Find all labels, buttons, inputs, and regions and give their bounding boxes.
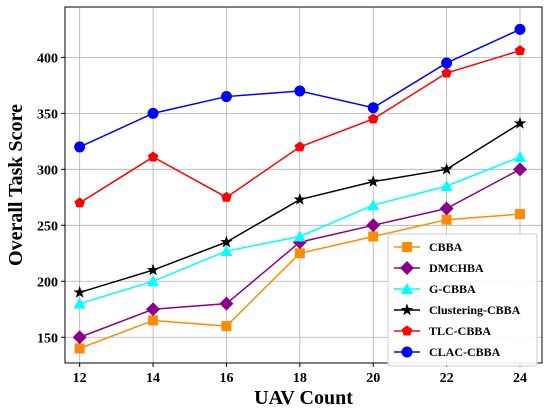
data-point: [439, 201, 454, 216]
y-tick-label: 350: [37, 107, 58, 122]
data-point: [219, 296, 234, 311]
legend-label: CBBA: [429, 240, 463, 254]
y-tick-label: 400: [37, 51, 58, 66]
data-point: [367, 199, 380, 211]
data-point: [74, 197, 85, 208]
legend-marker: [400, 303, 414, 316]
y-tick-label: 150: [37, 331, 58, 346]
data-point: [513, 151, 526, 163]
legend-marker: [400, 261, 414, 275]
data-point: [220, 245, 233, 257]
data-point: [147, 151, 159, 162]
legend-item: Clustering-CBBA: [394, 303, 521, 317]
data-point: [441, 67, 452, 78]
y-tick-label: 200: [37, 275, 58, 290]
legend-marker: [401, 346, 413, 358]
series-clac-cbba: [74, 23, 526, 153]
x-tick-label: 22: [440, 371, 454, 386]
data-point: [513, 116, 527, 129]
legend-item: TLC-CBBA: [394, 324, 491, 338]
legend-label: CLAC-CBBA: [429, 345, 501, 359]
data-point: [146, 263, 160, 276]
data-point: [293, 230, 306, 242]
legend-item: CBBA: [394, 240, 463, 254]
legend-marker: [401, 283, 413, 294]
legend-marker: [401, 325, 413, 336]
data-point: [293, 193, 307, 205]
legend: CBBA DMCHBA G-CBBA Clustering-CBBA TLC-CBBA C…: [387, 233, 538, 367]
series-g-cbba: [73, 151, 526, 309]
data-point: [367, 175, 380, 187]
legend-item: G-CBBA: [394, 282, 476, 296]
legend-label: TLC-CBBA: [429, 324, 491, 338]
data-point: [368, 231, 379, 242]
data-point: [514, 45, 526, 56]
data-point: [73, 285, 86, 298]
data-point: [514, 23, 526, 35]
data-point: [221, 191, 232, 202]
legend-label: DMCHBA: [429, 261, 484, 275]
legend-label: G-CBBA: [429, 282, 476, 296]
data-point: [148, 315, 159, 326]
data-point: [440, 180, 453, 192]
legend-label: Clustering-CBBA: [429, 303, 521, 317]
plot-frame: [64, 6, 543, 364]
legend-item: CLAC-CBBA: [394, 345, 501, 359]
data-point: [367, 113, 379, 124]
x-tick-label: 14: [146, 371, 160, 386]
data-point: [73, 297, 86, 309]
data-point: [441, 57, 453, 69]
legend-box: [387, 233, 538, 367]
x-tick-label: 12: [73, 371, 87, 386]
legend-marker: [402, 242, 412, 252]
data-point: [440, 162, 453, 175]
x-tick-label: 24: [513, 371, 527, 386]
y-axis-title: Overall Task Score: [5, 104, 27, 266]
data-point: [294, 141, 306, 152]
data-point: [220, 91, 232, 103]
x-axis-title: UAV Count: [254, 387, 353, 409]
y-tick-label: 250: [37, 219, 58, 234]
data-point: [366, 218, 381, 233]
y-tick-label: 300: [37, 163, 58, 178]
data-point: [147, 107, 159, 119]
data-point: [146, 302, 161, 317]
data-point: [221, 321, 232, 332]
legend-item: DMCHBA: [394, 261, 484, 275]
data-point: [147, 275, 160, 287]
x-tick-label: 20: [366, 371, 380, 386]
series-cbba: [74, 209, 525, 354]
data-point: [294, 248, 305, 259]
tick-labels: 12 14 16 18 20 22 24 150 200 250 300 350 400: [37, 51, 527, 386]
data-point: [74, 141, 86, 153]
x-tick-label: 18: [293, 371, 307, 386]
data-point: [512, 162, 527, 177]
data-point: [441, 214, 452, 225]
data-point: [514, 209, 525, 220]
series-tlc-cbba: [74, 45, 526, 208]
series-clustering-cbba: [73, 116, 527, 298]
data-point: [72, 330, 87, 345]
series-layer: [72, 23, 527, 354]
data-point: [74, 343, 85, 354]
data-point: [220, 235, 233, 248]
x-tick-label: 16: [219, 371, 233, 386]
data-point: [367, 102, 379, 114]
data-point: [294, 85, 306, 97]
